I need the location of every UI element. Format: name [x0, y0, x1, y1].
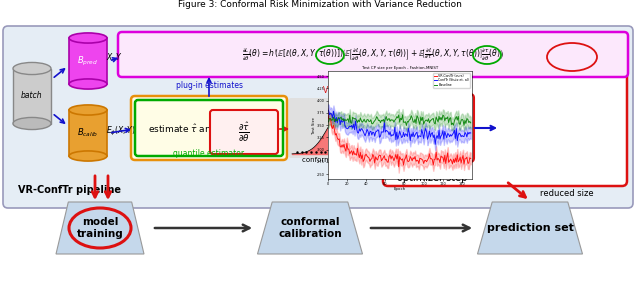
Y-axis label: Test Size: Test Size — [312, 117, 316, 134]
Text: optimizer step: optimizer step — [397, 173, 467, 183]
Text: model
training: model training — [77, 217, 124, 239]
Text: batch: batch — [21, 91, 43, 100]
Polygon shape — [56, 202, 144, 254]
Ellipse shape — [13, 63, 51, 74]
Polygon shape — [477, 202, 582, 254]
Text: $B_{calib}$: $B_{calib}$ — [77, 127, 99, 139]
Text: plug-in estimates: plug-in estimates — [175, 81, 243, 91]
Ellipse shape — [69, 151, 107, 161]
FancyBboxPatch shape — [131, 96, 287, 160]
Legend: VR-ConfTr (ours), ConfTr (Stutz et. al), Baseline: VR-ConfTr (ours), ConfTr (Stutz et. al),… — [433, 73, 470, 88]
Text: Figure 3: Conformal Risk Minimization with Variance Reduction: Figure 3: Conformal Risk Minimization wi… — [178, 0, 462, 9]
Text: $X, Y$: $X, Y$ — [106, 51, 122, 63]
Ellipse shape — [69, 33, 107, 43]
Title: Test CP size per Epoch - Fashion-MNIST: Test CP size per Epoch - Fashion-MNIST — [362, 66, 438, 70]
Ellipse shape — [69, 105, 107, 115]
X-axis label: Epoch: Epoch — [394, 187, 406, 191]
Text: VR estimator: VR estimator — [323, 86, 373, 95]
Text: reduced size: reduced size — [540, 189, 594, 198]
Text: quantile estimator: quantile estimator — [173, 149, 244, 158]
FancyBboxPatch shape — [210, 110, 278, 154]
Ellipse shape — [69, 79, 107, 89]
Text: $\overline{\partial\theta}$: $\overline{\partial\theta}$ — [426, 133, 442, 149]
Polygon shape — [257, 202, 362, 254]
Text: conformity scores: conformity scores — [302, 157, 364, 163]
Bar — [13, 68, 51, 123]
Text: $\widehat{\partial L}$: $\widehat{\partial L}$ — [425, 119, 444, 137]
FancyBboxPatch shape — [118, 32, 628, 77]
Text: prediction set: prediction set — [486, 223, 573, 233]
Text: conformal
calibration: conformal calibration — [278, 217, 342, 239]
FancyBboxPatch shape — [3, 26, 633, 208]
Text: gradient estimate: gradient estimate — [399, 79, 468, 88]
Text: $\frac{\partial L}{\partial\theta}(\theta)=h'\!\left(\mathbb{E}[\ell(\theta,X,Y,: $\frac{\partial L}{\partial\theta}(\thet… — [242, 47, 504, 63]
Text: $E_\phi(X,Y)$: $E_\phi(X,Y)$ — [106, 125, 136, 138]
Text: estimate $\hat{\tau}$ and: estimate $\hat{\tau}$ and — [148, 123, 217, 135]
Text: VR-ConfTr pipeline: VR-ConfTr pipeline — [18, 185, 121, 195]
FancyBboxPatch shape — [383, 33, 627, 186]
Text: $B_{pred}$: $B_{pred}$ — [77, 54, 99, 68]
Bar — [69, 38, 107, 84]
Text: $\frac{\partial\hat{\tau}}{\partial\theta}$: $\frac{\partial\hat{\tau}}{\partial\thet… — [238, 120, 250, 144]
Bar — [69, 110, 107, 156]
FancyBboxPatch shape — [394, 94, 474, 162]
FancyBboxPatch shape — [289, 98, 378, 158]
Ellipse shape — [13, 118, 51, 129]
